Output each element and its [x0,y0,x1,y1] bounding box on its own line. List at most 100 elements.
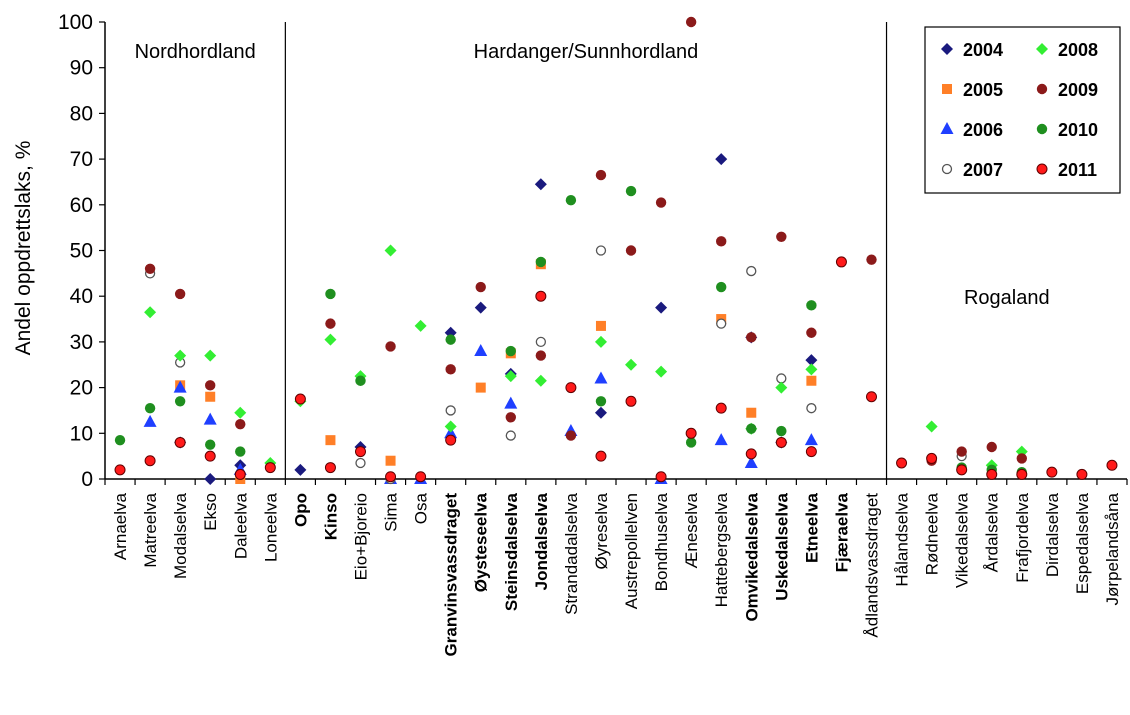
legend-marker [941,163,953,175]
data-point [896,457,908,469]
category-label: Austrepollelven [622,493,641,609]
series-2008 [144,244,1028,472]
data-point [144,402,156,414]
data-point [294,393,306,405]
data-point [565,430,577,441]
data-point [625,185,637,197]
category-label: Jørpelandsåna [1103,492,1122,605]
category-label: Omvikedalselva [742,492,761,621]
data-point [445,434,457,446]
y-tick-label: 10 [70,422,93,445]
x-tick-labels: Arnaelva Matreelva Modalselva Ekso Daleelva L… [111,492,1122,656]
category-label: Årdalselva [983,492,1002,572]
data-point [1016,453,1027,464]
data-point [716,318,727,329]
y-tick-label: 20 [70,377,93,400]
data-point [956,464,968,476]
data-point [114,434,126,446]
data-point [385,455,396,466]
data-point [746,332,757,343]
data-point [325,435,336,446]
data-point [715,402,727,414]
legend-label: 2011 [1058,160,1097,180]
y-tick-label: 80 [70,102,93,125]
category-label: Øysteseelva [472,492,491,592]
data-point [174,288,186,300]
data-point [956,446,967,457]
category-label: Strandadalselva [562,492,581,614]
region-dividers [284,22,888,479]
data-point [235,446,246,457]
y-tick-labels: 0 10 20 30 40 50 60 70 80 90 100 [58,11,93,491]
data-point [746,423,757,434]
category-label: Øyreselva [592,492,611,569]
data-point [325,318,336,329]
series-2011 [114,256,1118,483]
legend-label: 2007 [963,160,1003,180]
category-label: Opo [291,493,310,527]
data-point [775,436,787,448]
data-point [324,462,336,474]
category-label: Rødneelva [923,492,942,575]
data-point [776,231,787,242]
data-point [775,381,788,394]
category-label: Ekso [201,493,220,531]
region-label: Hardanger/Sunnhordland [474,41,699,63]
data-point [625,358,638,371]
legend: 2004 2008 2005 2009 2006 2010 2007 2011 [924,26,1121,194]
data-point [746,407,757,418]
legend-marker [1036,83,1048,95]
data-point [986,468,998,480]
data-point [655,365,668,378]
data-point [1046,466,1058,478]
data-point [595,396,607,407]
category-label: Ådlandsvassdraget [863,493,882,638]
data-point [205,380,216,391]
data-point [294,463,307,476]
data-point [505,412,516,423]
category-label: Etneelva [802,492,821,562]
legend-marker [1036,123,1048,135]
data-point [144,455,156,467]
category-label: Fjæraelva [832,492,851,572]
data-point [806,327,817,338]
data-point [234,406,247,419]
legend-marker [941,43,953,55]
data-point [325,288,336,300]
category-label: Granvinsvassdraget [442,493,461,657]
data-point [415,471,427,483]
data-point [174,436,186,448]
data-point [205,391,216,402]
data-point [385,341,396,352]
region-labels: Nordhordland Hardanger/Sunnhordland Rogala… [135,41,1050,309]
series-2007 [144,245,967,485]
category-label: Kinso [321,493,340,540]
data-point [655,197,667,208]
data-point [445,405,456,416]
category-label: Uskedalselva [772,492,791,600]
data-point [205,439,216,450]
data-point [806,375,817,386]
data-point [594,371,608,384]
data-point [204,473,217,485]
series-2005 [175,259,817,484]
legend-marker [1036,43,1048,55]
data-point [655,471,667,483]
y-tick-label: 40 [70,285,93,308]
category-label: Eio+Bjoreio [352,493,371,580]
data-point [806,300,817,311]
data-point [745,448,757,460]
y-tick-label: 0 [81,468,93,491]
category-label: Hattebergselva [712,492,731,607]
category-label: Osa [412,492,431,524]
data-point [716,281,727,293]
data-point [714,433,728,446]
data-point [1106,459,1118,471]
data-point [385,471,397,483]
data-points [114,16,1118,485]
data-point [444,420,457,433]
series-2009 [144,16,1027,466]
y-axis-label: Andel oppdrettslaks, % [12,141,35,356]
data-point [715,153,728,166]
legend-label: 2004 [963,40,1003,60]
